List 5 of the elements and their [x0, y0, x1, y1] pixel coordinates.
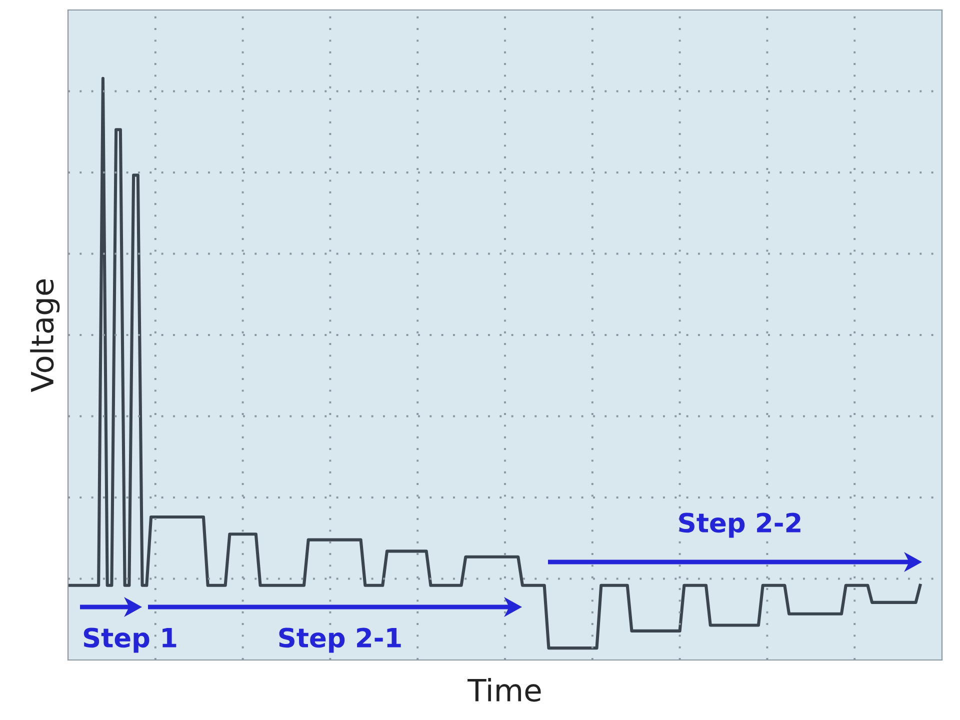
annotation: Step 1 [84, 628, 176, 653]
x-axis-title: Time [468, 678, 541, 702]
annotation: Step 2-1 [279, 628, 401, 653]
y-axis-title: Voltage [30, 279, 60, 392]
annotation: Step 2-2 [679, 512, 800, 538]
